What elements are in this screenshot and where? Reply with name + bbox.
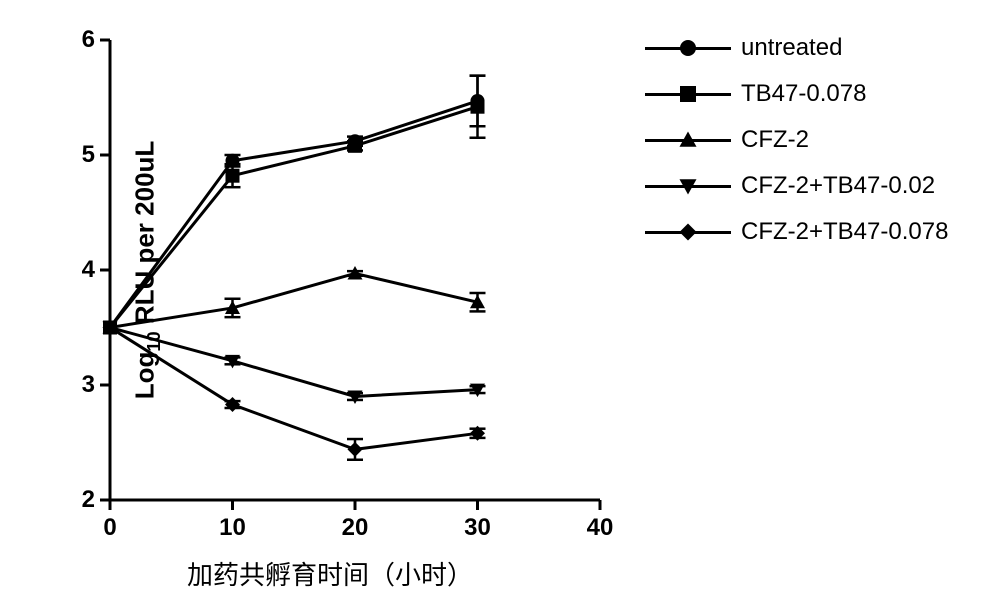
legend-label: CFZ-2 [741,126,809,154]
legend: untreated TB47-0.078 CFZ-2 CFZ-2+TB47-0.02 C… [645,35,948,265]
legend-marker [645,35,731,61]
legend-label: CFZ-2+TB47-0.078 [741,218,948,246]
legend-marker [645,127,731,153]
legend-item-tb47-0078: TB47-0.078 [645,81,948,107]
legend-marker [645,81,731,107]
legend-item-cfz-2: CFZ-2 [645,127,948,153]
legend-marker [645,219,731,245]
chart-container: Log10 RLU per 200uL 加药共孵育时间（小时） 01020304… [0,0,1000,597]
legend-label: TB47-0.078 [741,80,866,108]
legend-marker [645,173,731,199]
legend-label: untreated [741,34,842,62]
legend-item-cfz2-tb47-0078: CFZ-2+TB47-0.078 [645,219,948,245]
legend-item-untreated: untreated [645,35,948,61]
legend-label: CFZ-2+TB47-0.02 [741,172,935,200]
legend-item-cfz2-tb47-002: CFZ-2+TB47-0.02 [645,173,948,199]
